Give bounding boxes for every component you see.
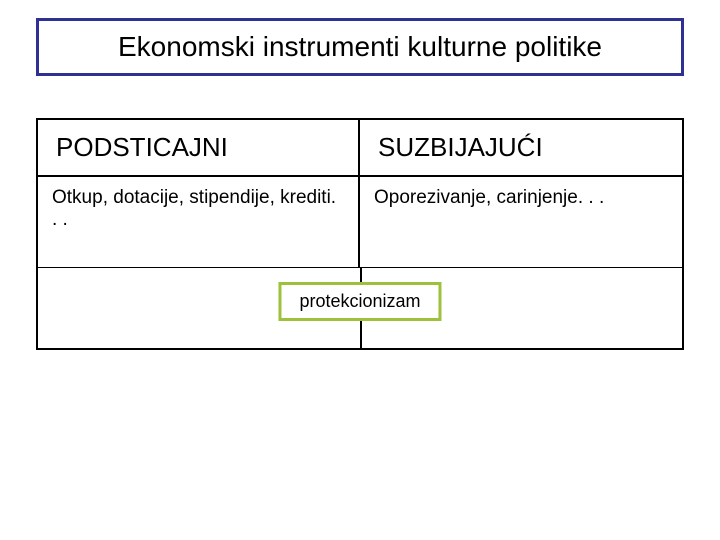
cell-suzbijajuci: Oporezivanje, carinjenje. . . — [360, 177, 682, 267]
table-header-row: PODSTICAJNI SUZBIJAJUĆI — [38, 120, 682, 177]
col-header-podsticajni: PODSTICAJNI — [38, 120, 360, 175]
cell-podsticajni: Otkup, dotacije, stipendije, krediti. . … — [38, 177, 360, 267]
slide: Ekonomski instrumenti kulturne politike … — [0, 0, 720, 540]
title-box: Ekonomski instrumenti kulturne politike — [36, 18, 684, 76]
instruments-table: PODSTICAJNI SUZBIJAJUĆI Otkup, dotacije,… — [36, 118, 684, 350]
slide-title: Ekonomski instrumenti kulturne politike — [118, 31, 602, 63]
protekcionizam-box: protekcionizam — [278, 282, 441, 321]
table-row: Otkup, dotacije, stipendije, krediti. . … — [38, 177, 682, 268]
col-header-suzbijajuci: SUZBIJAJUĆI — [360, 120, 682, 175]
table-footer-row: protekcionizam — [38, 268, 682, 348]
